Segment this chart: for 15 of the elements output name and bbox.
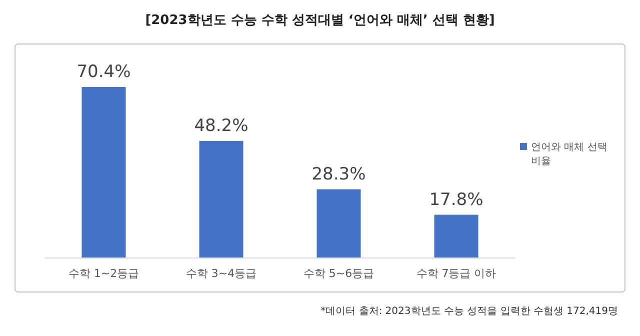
data-label: 48.2% [194,116,248,136]
bar [434,214,478,258]
chart-title: [2023학년도 수능 수학 성적대별 ‘언어와 매체’ 선택 현황] [145,13,495,28]
legend-label: 언어와 매체 선택 비율 [531,142,608,167]
bar [82,87,126,258]
text: *데이터 출처: 2023학년도 수능 성적을 입력한 수험생 172,419명 [320,306,618,317]
bar [199,140,244,258]
data-label: 28.3% [312,164,366,184]
x-tick-label: 수학 7등급 이하 [416,267,496,280]
x-tick-label: 수학 5~6등급 [303,267,374,280]
x-tick-label: 수학 3~4등급 [186,267,257,280]
data-label: 70.4% [76,62,131,82]
bar [316,189,361,258]
data-label: 17.8% [429,190,484,210]
x-tick-label: 수학 1~2등급 [68,267,140,280]
